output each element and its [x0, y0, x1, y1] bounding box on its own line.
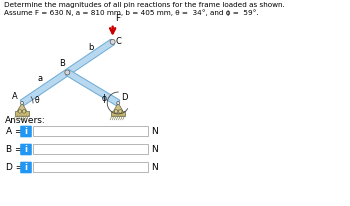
Bar [33, 162, 148, 172]
Text: B: B [60, 59, 65, 68]
Text: i: i [25, 163, 28, 172]
Text: C: C [116, 37, 121, 46]
Circle shape [22, 110, 26, 113]
FancyBboxPatch shape [20, 144, 32, 155]
Text: Answers:: Answers: [5, 116, 46, 125]
Circle shape [20, 102, 23, 104]
Circle shape [18, 110, 22, 113]
Text: a: a [37, 74, 42, 83]
FancyBboxPatch shape [20, 162, 32, 173]
Text: N: N [151, 126, 158, 136]
Polygon shape [20, 39, 114, 106]
Text: N: N [151, 144, 158, 153]
Text: D =: D = [6, 163, 23, 172]
Circle shape [119, 110, 122, 113]
Bar [33, 126, 148, 136]
Circle shape [117, 102, 120, 104]
Text: Determine the magnitudes of all pin reactions for the frame loaded as shown.: Determine the magnitudes of all pin reac… [4, 2, 285, 8]
Bar [111, 111, 125, 116]
FancyBboxPatch shape [20, 126, 32, 137]
Circle shape [65, 70, 70, 75]
Text: A: A [12, 92, 18, 101]
Text: F: F [115, 14, 120, 23]
Text: ϕ: ϕ [101, 94, 106, 103]
Text: i: i [25, 126, 28, 136]
Bar [15, 111, 29, 116]
Text: D: D [121, 93, 128, 102]
Text: Assume F = 630 N, a = 810 mm, b = 405 mm, θ =  34°, and ϕ =  59°.: Assume F = 630 N, a = 810 mm, b = 405 mm… [4, 9, 259, 16]
Text: B =: B = [6, 144, 22, 153]
Text: b: b [88, 43, 94, 52]
Circle shape [114, 110, 118, 113]
Polygon shape [66, 70, 120, 106]
Text: i: i [25, 144, 28, 153]
Polygon shape [114, 103, 123, 111]
Text: A =: A = [6, 126, 22, 136]
Text: N: N [151, 163, 158, 172]
Text: θ: θ [35, 96, 40, 104]
Polygon shape [18, 103, 27, 111]
Circle shape [110, 39, 115, 44]
Bar [33, 144, 148, 154]
